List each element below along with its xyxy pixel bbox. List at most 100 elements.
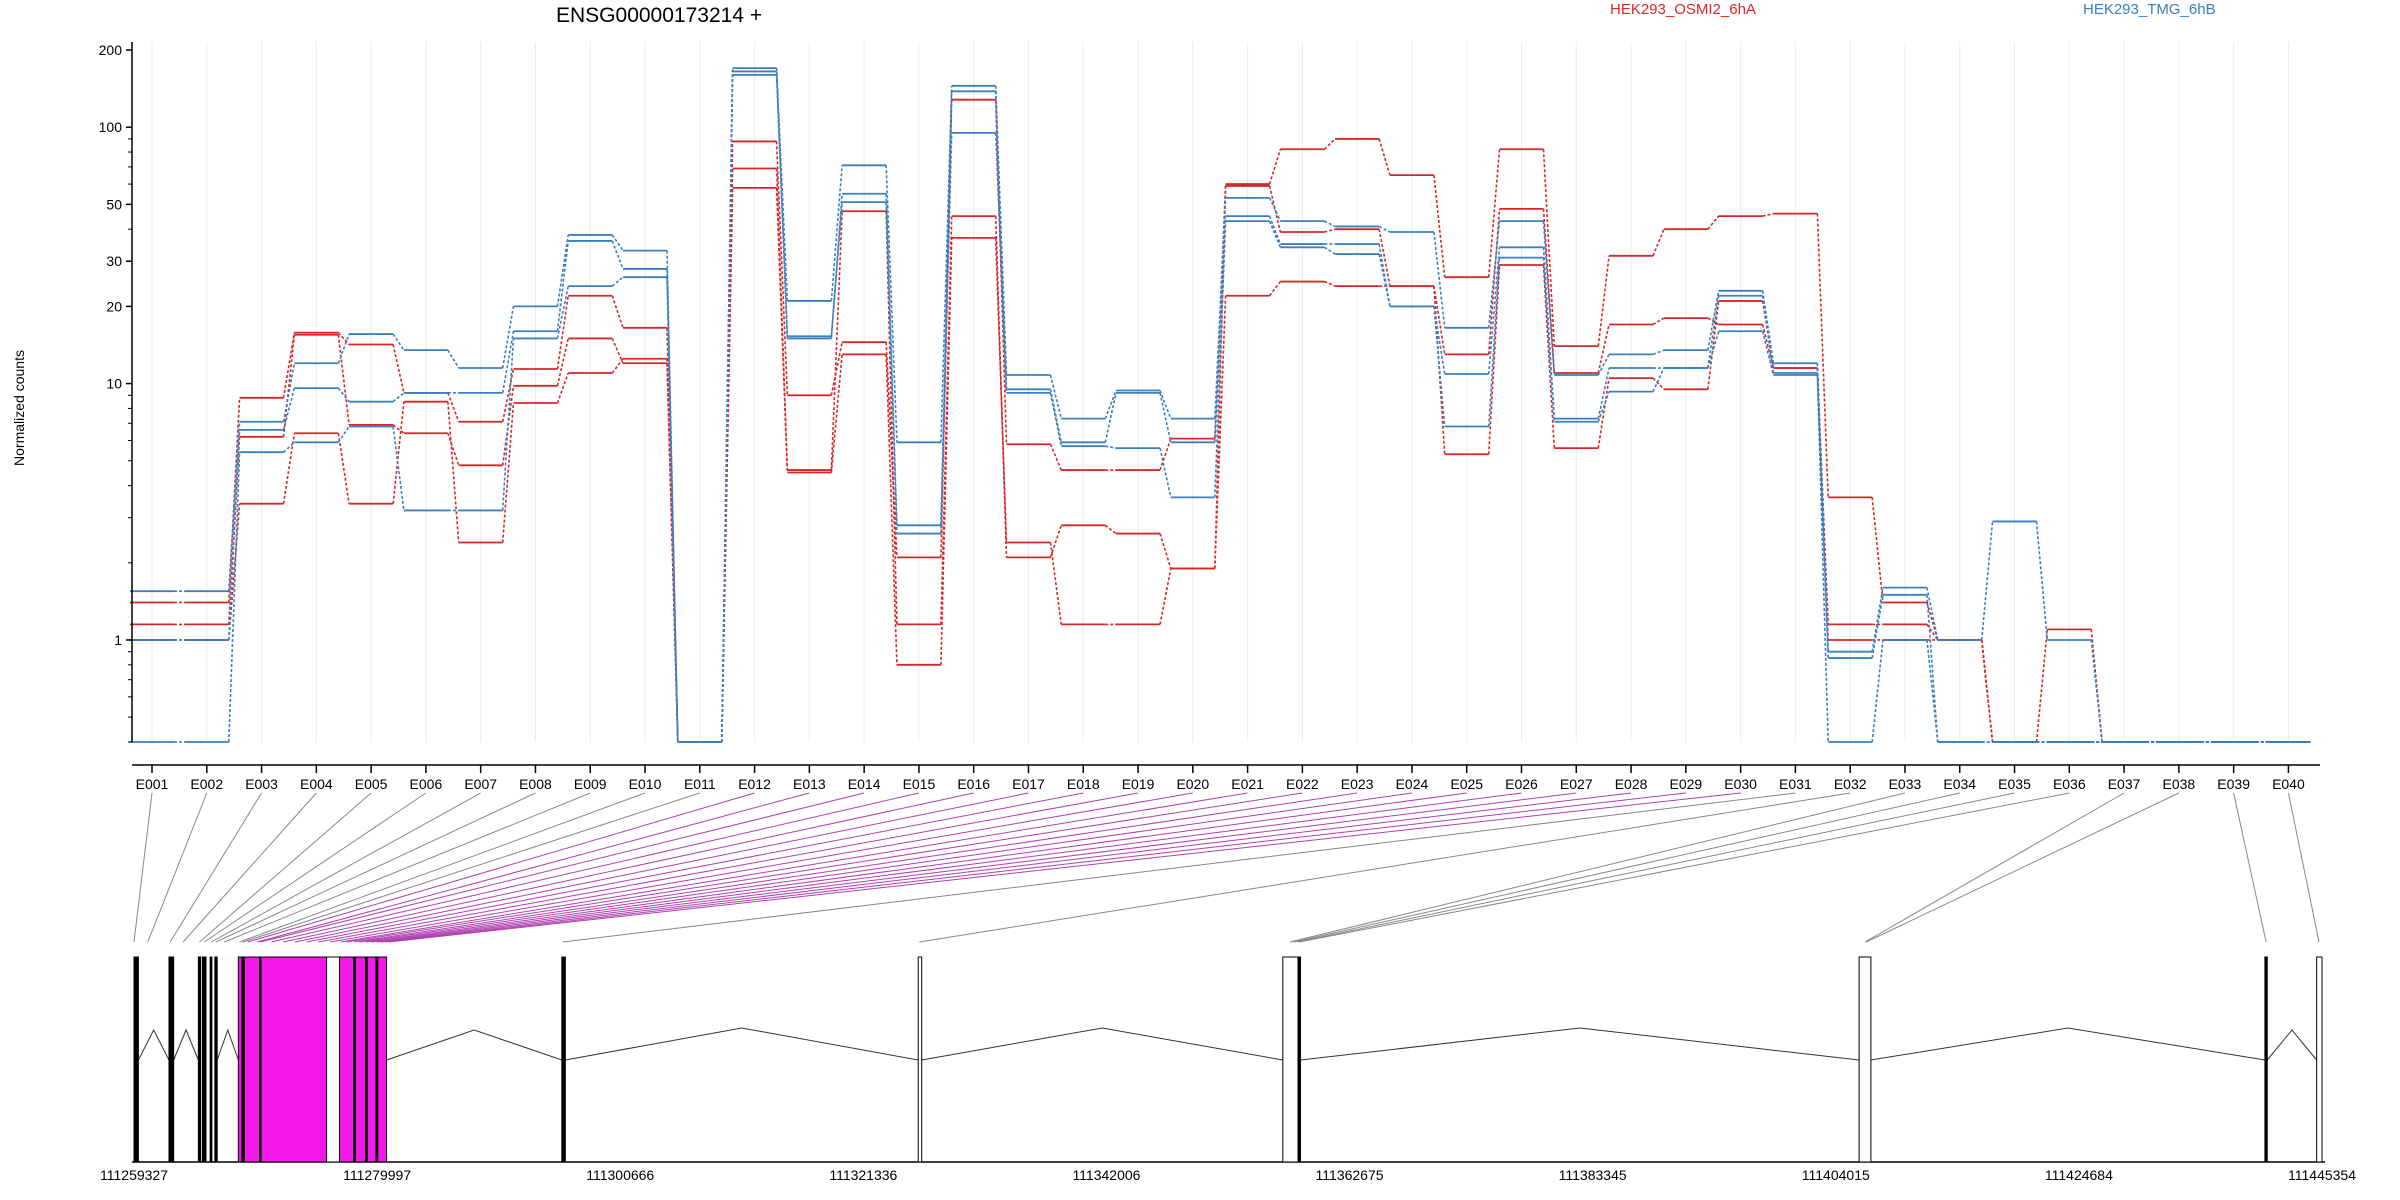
exon-transition-segment	[1159, 392, 1172, 443]
exon-transition-segment	[1542, 257, 1556, 422]
exon-box	[2316, 956, 2323, 1163]
exon-transition-segment	[1104, 392, 1117, 443]
exon-transition-segment	[1049, 542, 1063, 625]
x-tick-label: E037	[2108, 776, 2141, 792]
exon-connector	[1296, 792, 2015, 943]
x-tick-label: E036	[2053, 776, 2086, 792]
exon-transition-segment	[1433, 175, 1446, 278]
x-tick-label: E019	[1122, 776, 1155, 792]
series-line	[130, 67, 2311, 743]
exon-connector	[359, 792, 1413, 943]
exon-box	[209, 956, 213, 1163]
exon-transition-segment	[1049, 443, 1062, 471]
exon-transition-segment	[556, 285, 570, 339]
exon-transition-segment	[1268, 185, 1282, 233]
exon-transition-segment	[337, 332, 350, 346]
exon-connector	[211, 792, 481, 943]
exon-transition-segment	[1652, 228, 1665, 257]
exon-transition-segment	[1542, 221, 1556, 376]
exon-transition-segment	[1652, 377, 1665, 390]
exon-transition-segment	[994, 237, 1008, 543]
exon-connector	[260, 792, 865, 943]
exon-transition-segment	[1926, 594, 1939, 743]
exon-transition-segment	[721, 74, 734, 743]
y-tick-label: 30	[106, 253, 122, 269]
x-tick-label: E023	[1341, 776, 1374, 792]
y-tick-label: 200	[99, 42, 123, 58]
exon-transition-segment	[1433, 286, 1446, 455]
exon-box	[353, 956, 356, 1163]
exon-transition-segment	[611, 276, 624, 287]
exon-box	[259, 956, 262, 1163]
exon-box	[168, 956, 175, 1163]
exon-transition-segment	[1871, 587, 1884, 652]
x-tick-label: E005	[355, 776, 388, 792]
exon-transition-segment	[282, 433, 296, 504]
coordinate-label: 111259327	[100, 1167, 168, 1183]
x-tick-label: E015	[903, 776, 936, 792]
exon-transition-segment	[611, 234, 624, 252]
intron-line	[1300, 1027, 1860, 1061]
exon-transition-segment	[556, 295, 570, 370]
exon-connector	[133, 792, 153, 943]
exon-transition-segment	[721, 187, 734, 743]
exon-connector	[354, 792, 1358, 943]
x-tick-label: E012	[738, 776, 771, 792]
exon-transition-segment	[1761, 331, 1775, 376]
exon-transition-segment	[1980, 639, 1994, 743]
exon-transition-segment	[1707, 317, 1720, 326]
x-tick-label: E011	[684, 776, 716, 792]
exon-connector	[215, 792, 536, 943]
x-tick-label: E028	[1615, 776, 1648, 792]
x-tick-label: E030	[1724, 776, 1757, 792]
intron-line	[173, 1028, 199, 1061]
exon-transition-segment	[611, 358, 624, 374]
exon-transition-segment	[283, 441, 295, 453]
exon-transition-segment	[666, 277, 679, 743]
exon-box	[1297, 956, 1301, 1163]
exon-transition-segment	[885, 211, 898, 625]
x-tick-label: E040	[2272, 776, 2305, 792]
exon-transition-segment	[1597, 378, 1610, 449]
x-ticks: E001 E002 E003 E004 E005 E006 E007 E008 E009 E010…	[136, 765, 2305, 792]
exon-transition-segment	[1268, 215, 1282, 245]
exon-transition-segment	[1268, 281, 1282, 297]
exon-transition-segment	[1487, 247, 1501, 375]
x-tick-label: E024	[1396, 776, 1429, 792]
coordinate-label: 111424684	[2045, 1167, 2113, 1183]
exon-transition-segment	[337, 426, 350, 443]
exon-transition-segment	[885, 354, 898, 665]
x-tick-label: E025	[1450, 776, 1483, 792]
x-tick-label: E003	[245, 776, 278, 792]
exon-transition-segment	[447, 401, 460, 543]
exon-transition-segment	[2090, 639, 2103, 743]
exon-transition-segment	[666, 358, 679, 743]
axes	[131, 42, 2320, 766]
x-tick-label: E027	[1560, 776, 1593, 792]
exon-connector	[147, 792, 208, 943]
exon-transition-segment	[666, 268, 679, 743]
exon-transition-segment	[1487, 149, 1501, 278]
intron-line	[216, 1028, 239, 1061]
exon-transition-segment	[1378, 138, 1391, 176]
exon-connector	[346, 792, 1303, 943]
coordinate-label: 111342006	[1072, 1167, 1140, 1183]
exon-transition-segment	[775, 68, 789, 301]
exon-transition-segment	[1926, 587, 1939, 641]
exon-transition-segment	[447, 433, 460, 466]
exon-transition-segment	[1652, 317, 1665, 326]
exon-transition-segment	[1378, 229, 1391, 287]
exon-transition-segment	[1980, 521, 1994, 641]
y-tick-label: 1	[114, 632, 122, 648]
exon-transition-segment	[1707, 290, 1720, 351]
exon-transition-segment	[1214, 221, 1227, 498]
coordinate-label: 111279997	[343, 1167, 411, 1183]
x-tick-label: E018	[1067, 776, 1100, 792]
exon-transition-segment	[501, 306, 515, 369]
exon-transition-segment	[1159, 390, 1172, 419]
exon-transition-segment	[1268, 149, 1282, 185]
exon-box	[237, 956, 328, 1163]
exon-transition-segment	[556, 234, 570, 307]
exon-connector	[365, 792, 1467, 943]
